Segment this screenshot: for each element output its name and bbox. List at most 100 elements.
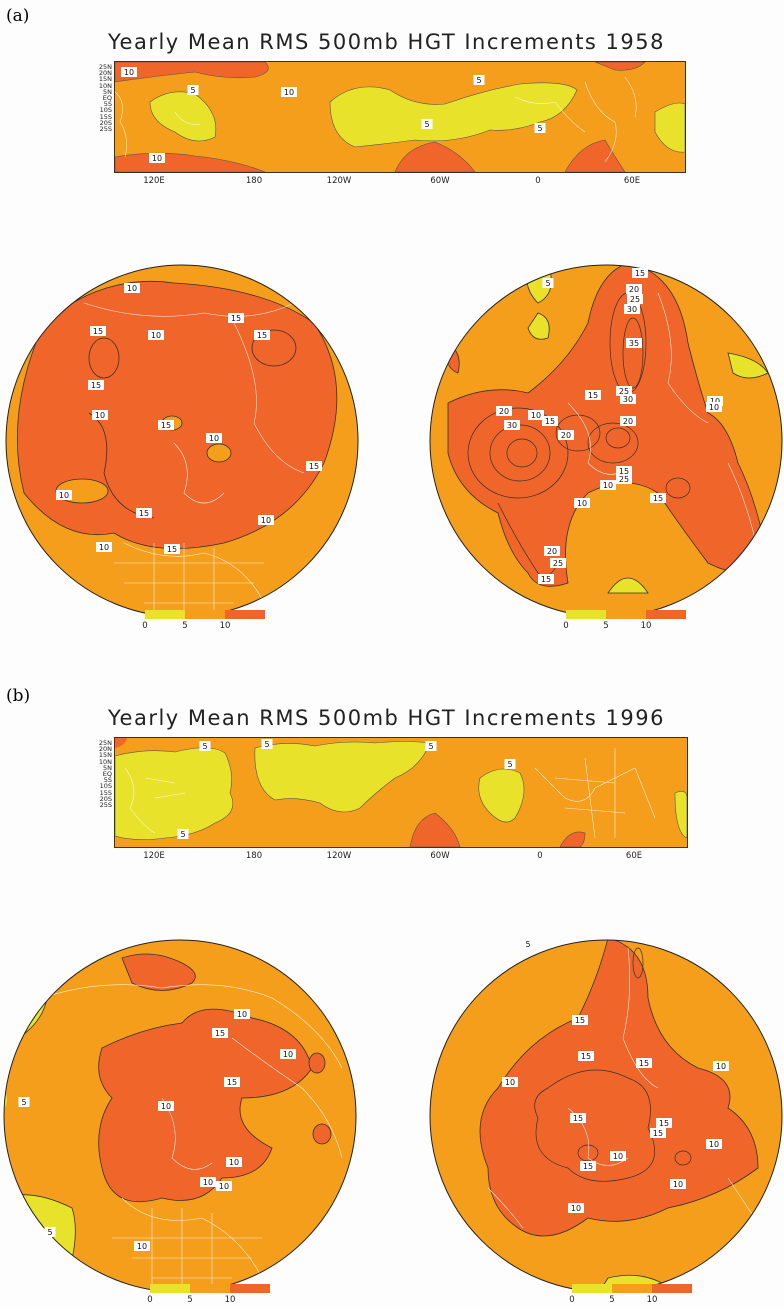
svg-text:10: 10 (710, 397, 720, 406)
svg-text:15: 15 (93, 327, 103, 336)
contour-label: 15 (306, 461, 322, 471)
contour-label: 25 (550, 558, 566, 568)
svg-text:20: 20 (547, 547, 557, 556)
panel-a-colorbar-left: 0 5 10 (142, 610, 265, 634)
contour-label: 15 (616, 466, 632, 476)
panel-a-tropical-strip-map: 10 5 10 5 5 5 10 (114, 61, 686, 173)
colorbar-tick: 5 (609, 1295, 615, 1305)
colorbar-tick: 10 (224, 1295, 236, 1305)
contour-label: 10 (706, 1139, 722, 1149)
contour-label: 10 (96, 542, 112, 552)
svg-text:5: 5 (537, 124, 542, 133)
svg-text:15: 15 (653, 494, 663, 503)
svg-text:5: 5 (47, 1228, 52, 1237)
contour-label: 10 (610, 1151, 626, 1161)
colorbar-swatch-low (145, 610, 185, 619)
contour-label: 20 (626, 284, 642, 294)
colorbar-tick: 5 (182, 621, 188, 631)
contour-label: 10 (706, 402, 722, 412)
svg-text:15: 15 (588, 391, 598, 400)
colorbar-tick: 10 (219, 621, 231, 631)
contour-label: 15 (572, 1015, 588, 1025)
panel-b-lon-labels: 120E 180 120W 60W 0 60E (143, 851, 643, 861)
contour-label: 15 (164, 544, 180, 554)
contour-label: 20 (496, 406, 512, 416)
contour-label: 10 (258, 515, 274, 525)
contour-label: 5 (425, 741, 437, 751)
panel-b-tropical-strip-map: 5 5 5 5 5 (114, 737, 688, 848)
contour-label: 10 (713, 1061, 729, 1071)
svg-text:10: 10 (709, 1140, 719, 1149)
svg-text:5: 5 (264, 740, 269, 749)
contour-label: 15 (542, 416, 558, 426)
svg-text:10: 10 (99, 543, 109, 552)
svg-text:10: 10 (577, 499, 587, 508)
svg-text:30: 30 (507, 421, 517, 430)
contour-label: 15 (632, 268, 648, 278)
contour-label: 5 (18, 1097, 30, 1107)
colorbar-tick: 0 (147, 1295, 153, 1305)
contour-label: 15 (570, 1113, 586, 1123)
colorbar-tick: 5 (603, 621, 609, 631)
contour-label: 5 (473, 75, 485, 85)
contour-label: 10 (92, 410, 108, 420)
svg-text:30: 30 (627, 305, 637, 314)
contour-label: 5 (44, 1227, 56, 1237)
svg-text:15: 15 (309, 462, 319, 471)
contour-label: 10 (149, 153, 165, 163)
svg-text:10: 10 (261, 516, 271, 525)
panel-b-north-polar-map: 10 15 10 10 15 10 10 10 10 5 5 (2, 938, 358, 1298)
contour-label: 15 (228, 313, 244, 323)
svg-text:15: 15 (161, 421, 171, 430)
contour-label: 5 (542, 278, 554, 288)
svg-text:15: 15 (653, 1129, 663, 1138)
colorbar-swatch-mid (606, 610, 646, 619)
contour-label: 5 (177, 829, 189, 839)
colorbar-tick: 0 (569, 1295, 575, 1305)
contour-label: 30 (620, 394, 636, 404)
svg-text:10: 10 (571, 1204, 581, 1213)
svg-text:5: 5 (190, 86, 195, 95)
contour-label: 5 (199, 741, 211, 751)
contour-label: 15 (136, 508, 152, 518)
contour-label: 5 (421, 119, 433, 129)
svg-text:5: 5 (476, 76, 481, 85)
contour-label: 10 (206, 433, 222, 443)
svg-text:15: 15 (659, 1119, 669, 1128)
panel-b-colorbar-left: 0 5 10 (147, 1284, 270, 1308)
svg-text:5: 5 (180, 830, 185, 839)
contour-label: 5 (187, 85, 199, 95)
colorbar-tick: 10 (646, 1295, 658, 1305)
contour-label: 5 (522, 939, 534, 949)
colorbar-swatch-low (572, 1284, 612, 1293)
contour-label: 25 (616, 386, 632, 396)
contour-label: 15 (90, 326, 106, 336)
svg-text:5: 5 (21, 1098, 26, 1107)
panel-a-title: Yearly Mean RMS 500mb HGT Increments 195… (108, 30, 665, 54)
svg-text:5: 5 (428, 742, 433, 751)
svg-text:15: 15 (257, 331, 267, 340)
colorbar-swatch-low (566, 610, 606, 619)
contour-label: 15 (224, 1077, 240, 1087)
contour-label: 15 (578, 1051, 594, 1061)
svg-text:10: 10 (283, 1050, 293, 1059)
panel-a-colorbar-right: 0 5 10 (563, 610, 686, 634)
svg-text:10: 10 (209, 434, 219, 443)
svg-text:10: 10 (229, 1158, 239, 1167)
svg-text:25: 25 (553, 559, 563, 568)
contour-label: 10 (280, 1049, 296, 1059)
svg-text:15: 15 (545, 417, 555, 426)
contour-label: 10 (158, 1101, 174, 1111)
svg-text:15: 15 (573, 1114, 583, 1123)
contour-label: 5 (261, 739, 273, 749)
svg-text:15: 15 (215, 1029, 225, 1038)
svg-text:10: 10 (709, 403, 719, 412)
colorbar-swatch-mid (185, 610, 225, 619)
colorbar-swatch-mid (190, 1284, 230, 1293)
svg-text:10: 10 (203, 1178, 213, 1187)
panel-b-label: (b) (6, 686, 31, 706)
colorbar-tick: 10 (640, 621, 652, 631)
contour-label: 30 (504, 420, 520, 430)
contour-label: 15 (158, 420, 174, 430)
svg-text:5: 5 (507, 760, 512, 769)
